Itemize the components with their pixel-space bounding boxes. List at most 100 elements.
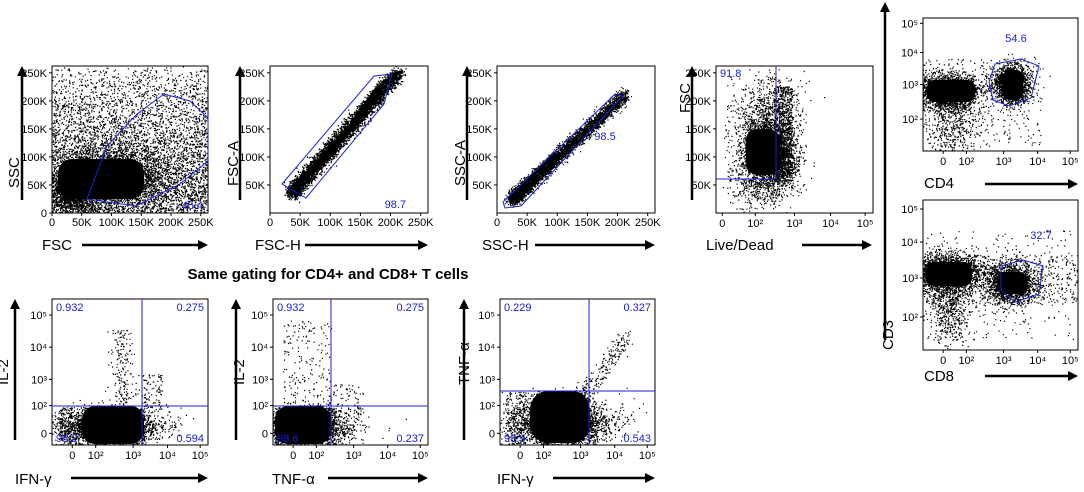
gate-polygon-p2: [281, 73, 393, 199]
y-tick-label-p2-3: 200K: [239, 96, 265, 108]
x-axis-label-p8: TNF-α: [272, 471, 315, 488]
y-axis-label-p2: FSC-A: [225, 141, 242, 186]
y-tick-label-p1-2: 100K: [21, 152, 47, 164]
x-tick-label-p5-3: 10⁴: [1029, 156, 1046, 168]
y-tick-label-p7-1: 10²: [31, 401, 47, 413]
y-tick-label-p3-4: 250K: [466, 68, 492, 80]
dense-core-p5: [927, 80, 975, 102]
x-axis-label-p2: FSC-H: [255, 237, 301, 254]
y-axis-arrowhead-p1: [17, 66, 27, 76]
gate-rect-p4: [716, 66, 777, 180]
x-tick-label-p7-2: 10³: [125, 450, 141, 462]
x-tick-label-p7-1: 10²: [88, 450, 104, 462]
x-tick-label-p8-3: 10⁴: [379, 450, 396, 462]
y-tick-label-p7-3: 10⁴: [30, 342, 47, 354]
y-axis-arrowhead-p6: [880, 2, 890, 12]
x-axis-arrowhead-p5: [1068, 179, 1078, 189]
x-tick-label-p6-1: 10²: [958, 355, 974, 367]
x-tick-label-p8-0: 0: [290, 450, 296, 462]
y-tick-label-p8-0: 0: [262, 428, 268, 440]
y-tick-label-p8-3: 10⁴: [251, 342, 268, 354]
x-axis-arrowhead-p2: [418, 240, 428, 250]
dense-core-shape-p1: [58, 159, 144, 199]
gate-percent-p4: 91.8: [720, 68, 741, 80]
plot-frame-p4: [715, 65, 874, 214]
gate-percent-p2: 98.7: [385, 199, 406, 211]
x-tick-label-p9-4: 10⁵: [639, 450, 656, 462]
dense-core-shape-p6: [997, 272, 1027, 294]
x-axis-arrowhead-p7: [198, 473, 208, 483]
gate-percent-p5: 54.6: [1005, 33, 1026, 45]
x-axis-arrowhead-p8: [418, 473, 428, 483]
x-tick-label-p9-3: 10⁴: [606, 450, 623, 462]
x-tick-label-p6-2: 10³: [996, 355, 1012, 367]
x-tick-label-p2-4: 200K: [378, 217, 404, 229]
x-tick-label-p3-1: 50K: [517, 217, 537, 229]
event-dots-path-p3: [504, 87, 633, 208]
x-tick-label-p9-0: 0: [517, 450, 523, 462]
y-axis-arrowhead-p4: [687, 66, 697, 76]
quadrant-top-left-p8: 0.932: [277, 302, 305, 314]
y-axis-label-p1: SSC: [6, 157, 23, 188]
event-dots-path-p5: [923, 53, 1051, 151]
x-tick-label-p5-0: 0: [940, 156, 946, 168]
y-tick-label-p2-4: 250K: [239, 68, 265, 80]
x-tick-label-p6-3: 10⁴: [1029, 355, 1046, 367]
x-tick-label-p1-0: 0: [49, 217, 55, 229]
y-tick-label-p4-2: 150K: [685, 124, 711, 136]
dense-core-p8: [275, 406, 331, 444]
x-axis-label-p5: CD4: [924, 175, 954, 192]
x-tick-label-p8-2: 10³: [346, 450, 362, 462]
dense-core-p4: [746, 129, 780, 175]
y-axis-label-p8: IL-2: [231, 359, 248, 385]
event-dots-p3: [504, 87, 633, 208]
quadrant-bottom-right-p9: 0.543: [623, 433, 651, 445]
quadrant-top-left-p9: 0.229: [504, 302, 532, 314]
x-tick-label-p4-4: 10⁵: [857, 218, 874, 230]
x-axis-label-p9: IFN-γ: [497, 471, 534, 488]
quadrant-bottom-right-p8: 0.237: [396, 433, 424, 445]
x-tick-label-p4-0: 0: [719, 218, 725, 230]
y-tick-label-p1-4: 200K: [21, 96, 47, 108]
y-tick-label-p7-4: 10⁵: [30, 310, 47, 322]
y-tick-label-p9-1: 10²: [479, 401, 495, 413]
y-tick-label-p5-2: 10⁴: [901, 48, 918, 60]
x-tick-label-p5-2: 10³: [996, 156, 1012, 168]
quadrant-top-left-p7: 0.932: [56, 302, 84, 314]
x-tick-label-p3-4: 200K: [605, 217, 631, 229]
x-tick-label-p2-1: 50K: [290, 217, 310, 229]
y-tick-label-p5-0: 10²: [902, 114, 918, 126]
y-tick-label-p8-1: 10²: [252, 401, 268, 413]
x-axis-label-p4: Live/Dead: [706, 237, 774, 254]
y-tick-label-p9-2: 10³: [479, 374, 495, 386]
dense-core-p5: [1003, 70, 1023, 100]
x-tick-label-p8-1: 10²: [308, 450, 324, 462]
quadrant-top-right-p8: 0.275: [396, 302, 424, 314]
y-axis-arrowhead-p2: [235, 66, 245, 76]
x-axis-label-p1: FSC: [42, 237, 72, 254]
y-tick-label-p3-2: 150K: [466, 124, 492, 136]
dense-core-p6: [997, 272, 1027, 294]
dense-core-p2: [298, 78, 388, 184]
dense-core-shape-p9: [530, 391, 590, 443]
x-tick-label-p7-4: 10⁵: [192, 450, 209, 462]
x-tick-label-p2-3: 150K: [348, 217, 374, 229]
x-tick-label-p1-2: 100K: [99, 217, 125, 229]
event-dots-path-p4: [722, 66, 826, 213]
x-tick-label-p4-2: 10³: [787, 218, 803, 230]
dense-core-p1: [58, 159, 144, 199]
dense-core-shape-p8: [275, 406, 331, 444]
y-tick-label-p2-0: 50K: [245, 180, 265, 192]
y-tick-label-p5-1: 10³: [902, 80, 918, 92]
dense-core-shape-p6: [926, 262, 972, 286]
dense-core-shape-p4: [746, 129, 780, 175]
x-tick-label-p6-0: 0: [940, 355, 946, 367]
y-tick-label-p1-3: 150K: [21, 124, 47, 136]
y-tick-label-p6-2: 10⁴: [901, 237, 918, 249]
y-tick-label-p3-0: 50K: [472, 180, 492, 192]
quadrant-bottom-left-p7: 98.2: [56, 433, 77, 445]
x-axis-arrowhead-p4: [862, 240, 872, 250]
dense-core-shape-p7: [82, 406, 144, 444]
quadrant-top-right-p9: 0.327: [623, 302, 651, 314]
x-tick-label-p1-1: 50K: [72, 217, 92, 229]
